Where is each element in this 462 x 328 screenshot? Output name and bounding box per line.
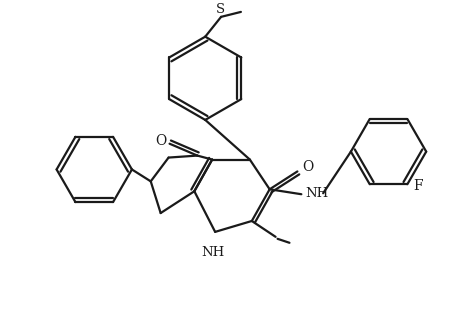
Text: NH: NH [305, 187, 328, 200]
Text: F: F [413, 179, 423, 193]
Text: O: O [302, 160, 314, 174]
Text: O: O [155, 134, 166, 148]
Text: S: S [216, 3, 225, 16]
Text: NH: NH [201, 246, 225, 259]
